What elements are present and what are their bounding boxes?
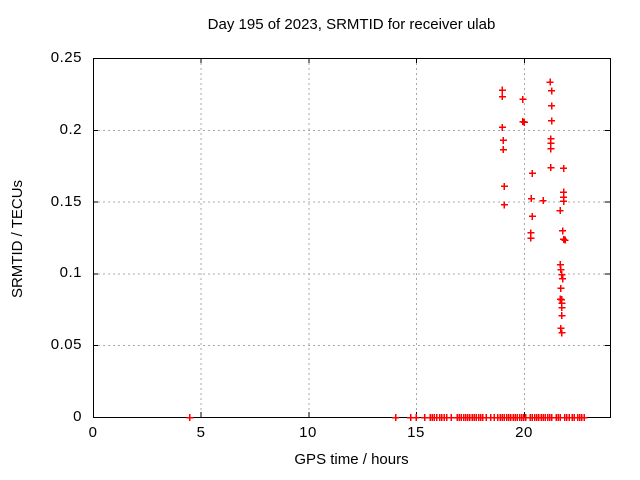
data-point-marker	[547, 164, 555, 172]
x-tick-label: 20	[515, 424, 533, 441]
scatter-series	[186, 78, 588, 421]
data-point-marker	[528, 212, 536, 220]
y-tick-label: 0	[73, 408, 82, 425]
gridlines	[93, 58, 610, 417]
y-tick-label: 0.15	[50, 193, 82, 210]
x-tick-label: 15	[407, 424, 425, 441]
data-point-marker	[558, 312, 566, 320]
data-point-marker	[547, 145, 555, 153]
data-point-marker	[557, 324, 565, 332]
data-point-marker	[539, 197, 547, 205]
data-point-marker	[548, 117, 556, 125]
data-point-marker	[527, 195, 535, 203]
data-point-marker	[500, 201, 508, 209]
data-point-marker	[546, 78, 554, 86]
x-axis-label: GPS time / hours	[294, 451, 409, 468]
data-point-marker	[557, 284, 565, 292]
data-point-marker	[498, 123, 506, 131]
data-point-marker	[500, 182, 508, 190]
data-point-marker	[560, 197, 568, 205]
data-point-marker	[520, 118, 528, 126]
data-point-marker	[558, 304, 566, 312]
data-point-marker	[556, 207, 564, 215]
data-point-marker	[559, 275, 567, 283]
x-tick-label: 0	[88, 424, 98, 441]
data-point-marker	[412, 414, 420, 421]
data-point-marker	[499, 136, 507, 144]
plot-border	[93, 58, 611, 418]
data-point-marker	[557, 266, 565, 274]
data-point-marker	[392, 414, 400, 421]
data-point-marker	[548, 102, 556, 110]
data-point-marker	[519, 95, 527, 103]
data-point-marker	[548, 87, 556, 95]
data-point-marker	[447, 414, 455, 421]
data-point-marker	[498, 93, 506, 101]
data-point-marker	[559, 227, 567, 235]
y-axis-label: SRMTID / TECUs	[9, 179, 26, 299]
y-tick-label: 0.2	[59, 121, 82, 138]
data-point-marker	[561, 236, 569, 244]
y-tick-label: 0.25	[50, 49, 82, 66]
data-point-marker	[560, 164, 568, 172]
x-tick-label: 10	[299, 424, 317, 441]
x-tick-label: 5	[196, 424, 206, 441]
data-point-marker	[580, 414, 588, 421]
y-tick-label: 0.1	[59, 264, 82, 281]
data-point-marker	[498, 86, 506, 94]
y-tick-label: 0.05	[50, 336, 82, 353]
chart-title: Day 195 of 2023, SRMTID for receiver ula…	[207, 16, 496, 33]
data-point-marker	[527, 234, 535, 242]
data-point-marker	[558, 329, 566, 337]
data-point-marker	[499, 146, 507, 154]
data-point-marker	[186, 414, 194, 421]
data-point-marker	[528, 169, 536, 177]
